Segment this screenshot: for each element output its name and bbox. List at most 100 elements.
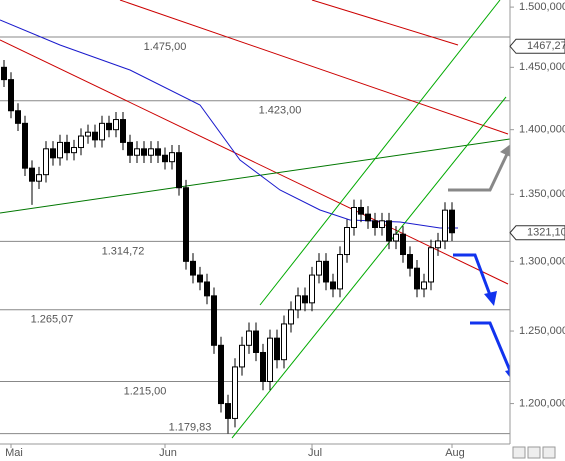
price-marker: 1467,27 [509,38,565,54]
candle-body [393,233,399,242]
x-tick-label: Jun [159,447,177,459]
candle-body [15,110,21,124]
candle-body [400,233,406,256]
candle-body [57,141,63,159]
scroll-button[interactable] [542,446,556,459]
candle-body [288,309,294,325]
candle-body [127,141,133,156]
candle-body [330,281,336,290]
candle-body [316,260,322,276]
candle-body [71,147,77,154]
candle-body [442,209,448,242]
axis-panel [510,0,565,444]
price-marker-label: 1321,10 [527,227,565,239]
candle-body [218,344,224,405]
candle-body [274,337,280,361]
y-tick-label: 1.300,000 [519,255,565,267]
candle-body [8,79,14,112]
candle-body [197,274,203,283]
candle-body [309,274,315,304]
candle-body [344,227,350,256]
arrow [448,151,510,192]
candle-body [162,154,168,163]
candle-body [358,207,364,215]
scroll-buttons [512,446,556,459]
candle-body [204,281,210,297]
candle-body [337,254,343,290]
candle-body [183,187,189,262]
arrow [470,321,513,374]
candle-body [232,366,238,419]
trend-line [0,138,511,214]
candle-body [414,267,420,290]
candle-body [239,344,245,368]
x-tick-label: Aug [445,447,465,459]
candle-body [267,337,273,382]
x-tick-label: Jul [308,447,322,459]
arrowhead [484,291,497,306]
trend-line [119,0,509,135]
candle-body [78,135,84,149]
y-tick-label: 1.450,000 [519,61,565,73]
price-marker-label: 1467,27 [527,40,565,52]
arrow [453,253,492,296]
candle-body [386,220,392,242]
candle-body [1,66,7,81]
axis-labels: 1.200,000 1.250,000 1.300,000 1.350,000 1.40… [5,1,565,459]
candle-body [421,281,427,290]
candle-body [253,330,259,353]
candle-body [190,260,196,276]
y-tick-label: 1.350,000 [519,188,565,200]
level-label: 1.179,83 [169,422,212,434]
candle-body [22,122,28,169]
candle-body [113,119,119,131]
candle-body [449,209,455,234]
candle-body [43,148,49,176]
candle-body [372,220,378,229]
candle-body [407,254,413,269]
candle-body [29,167,35,182]
level-label: 1.215,00 [124,385,167,397]
candle-body [85,131,91,137]
candle-body [120,119,126,143]
candle-body [435,240,441,249]
y-tick-label: 1.400,000 [519,124,565,136]
level-label: 1.265,07 [31,314,74,326]
candles [1,59,455,434]
candle-body [428,247,434,283]
candle-body [365,213,371,222]
candle-body [225,403,231,419]
trend-line [0,39,509,285]
candle-body [141,148,147,156]
moving-average [0,19,458,229]
candle-body [155,148,161,156]
candle-body [246,330,252,346]
candle-body [50,148,56,159]
y-tick-label: 1.250,000 [519,325,565,337]
price-marker-box [509,225,565,241]
level-label: 1.423,00 [259,105,302,117]
candle-body [92,131,98,141]
candle-body [106,122,112,131]
level-label: 1.475,00 [144,41,187,53]
candle-body [134,148,140,156]
scroll-button[interactable] [527,446,541,459]
scroll-button[interactable] [512,446,526,459]
price-marker-box [509,38,565,54]
candle-body [148,148,154,156]
levels: 1.475,00 1.423,00 1.314,72 1.265,07 1.215,00… [0,36,510,435]
candle-body [281,323,287,361]
candle-body [302,295,308,304]
trend-line [311,0,459,46]
price-marker: 1321,10 [509,225,565,241]
candle-body [323,260,329,283]
level-label: 1.314,72 [102,245,145,257]
candle-body [36,174,42,182]
trend-line [231,96,507,439]
candle-body [99,122,105,141]
y-tick-label: 1.200,000 [519,397,565,409]
candle-body [176,152,182,189]
candle-body [295,295,301,311]
